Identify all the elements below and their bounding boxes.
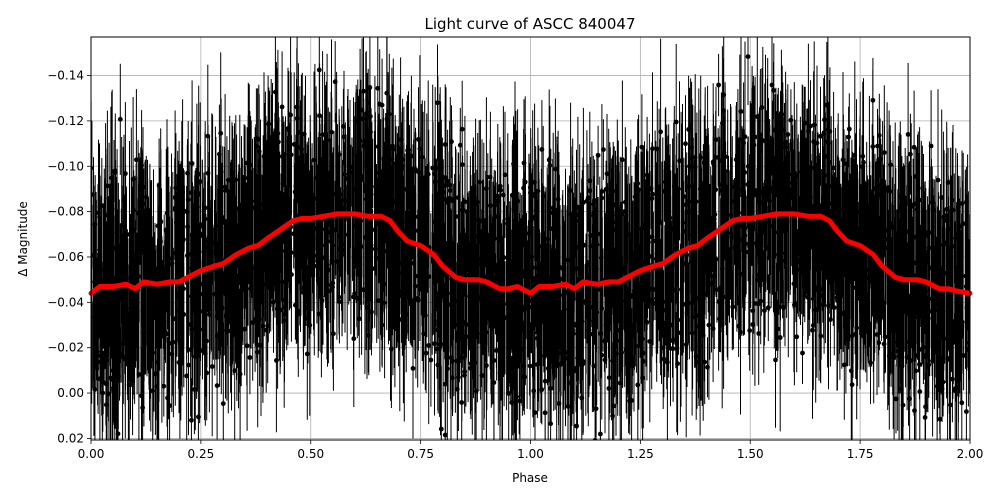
x-tick-label: 1.75	[847, 447, 874, 461]
chart-title: Light curve of ASCC 840047	[425, 15, 636, 33]
y-tick-label: −0.08	[47, 205, 84, 219]
y-tick-label: 0.00	[57, 386, 84, 400]
x-tick-label: 0.75	[407, 447, 434, 461]
y-tick-label: −0.04	[47, 295, 84, 309]
y-tick-label: −0.02	[47, 341, 84, 355]
y-tick-label: −0.14	[47, 69, 84, 83]
y-axis: −0.14 −0.12 −0.10 −0.08 −0.06 −0.04 −0.02 0.00 0…	[47, 69, 91, 445]
x-tick-label: 0.25	[188, 447, 215, 461]
x-tick-label: 1.50	[737, 447, 764, 461]
y-tick-label: 0.02	[57, 431, 84, 445]
x-tick-label: 1.25	[627, 447, 654, 461]
x-axis-label: Phase	[512, 471, 548, 485]
y-axis-label: Δ Magnitude	[16, 201, 30, 277]
x-tick-label: 0.00	[78, 447, 105, 461]
x-tick-label: 2.00	[957, 447, 984, 461]
x-tick-label: 0.50	[297, 447, 324, 461]
plot-area	[88, 36, 973, 441]
x-tick-label: 1.00	[517, 447, 544, 461]
x-axis: 0.00 0.25 0.50 0.75 1.00 1.25 1.50 1.75 2.00	[78, 440, 984, 461]
y-tick-label: −0.06	[47, 250, 84, 264]
binned-mean-curve	[88, 211, 973, 296]
y-tick-label: −0.10	[47, 159, 84, 173]
y-tick-label: −0.12	[47, 114, 84, 128]
